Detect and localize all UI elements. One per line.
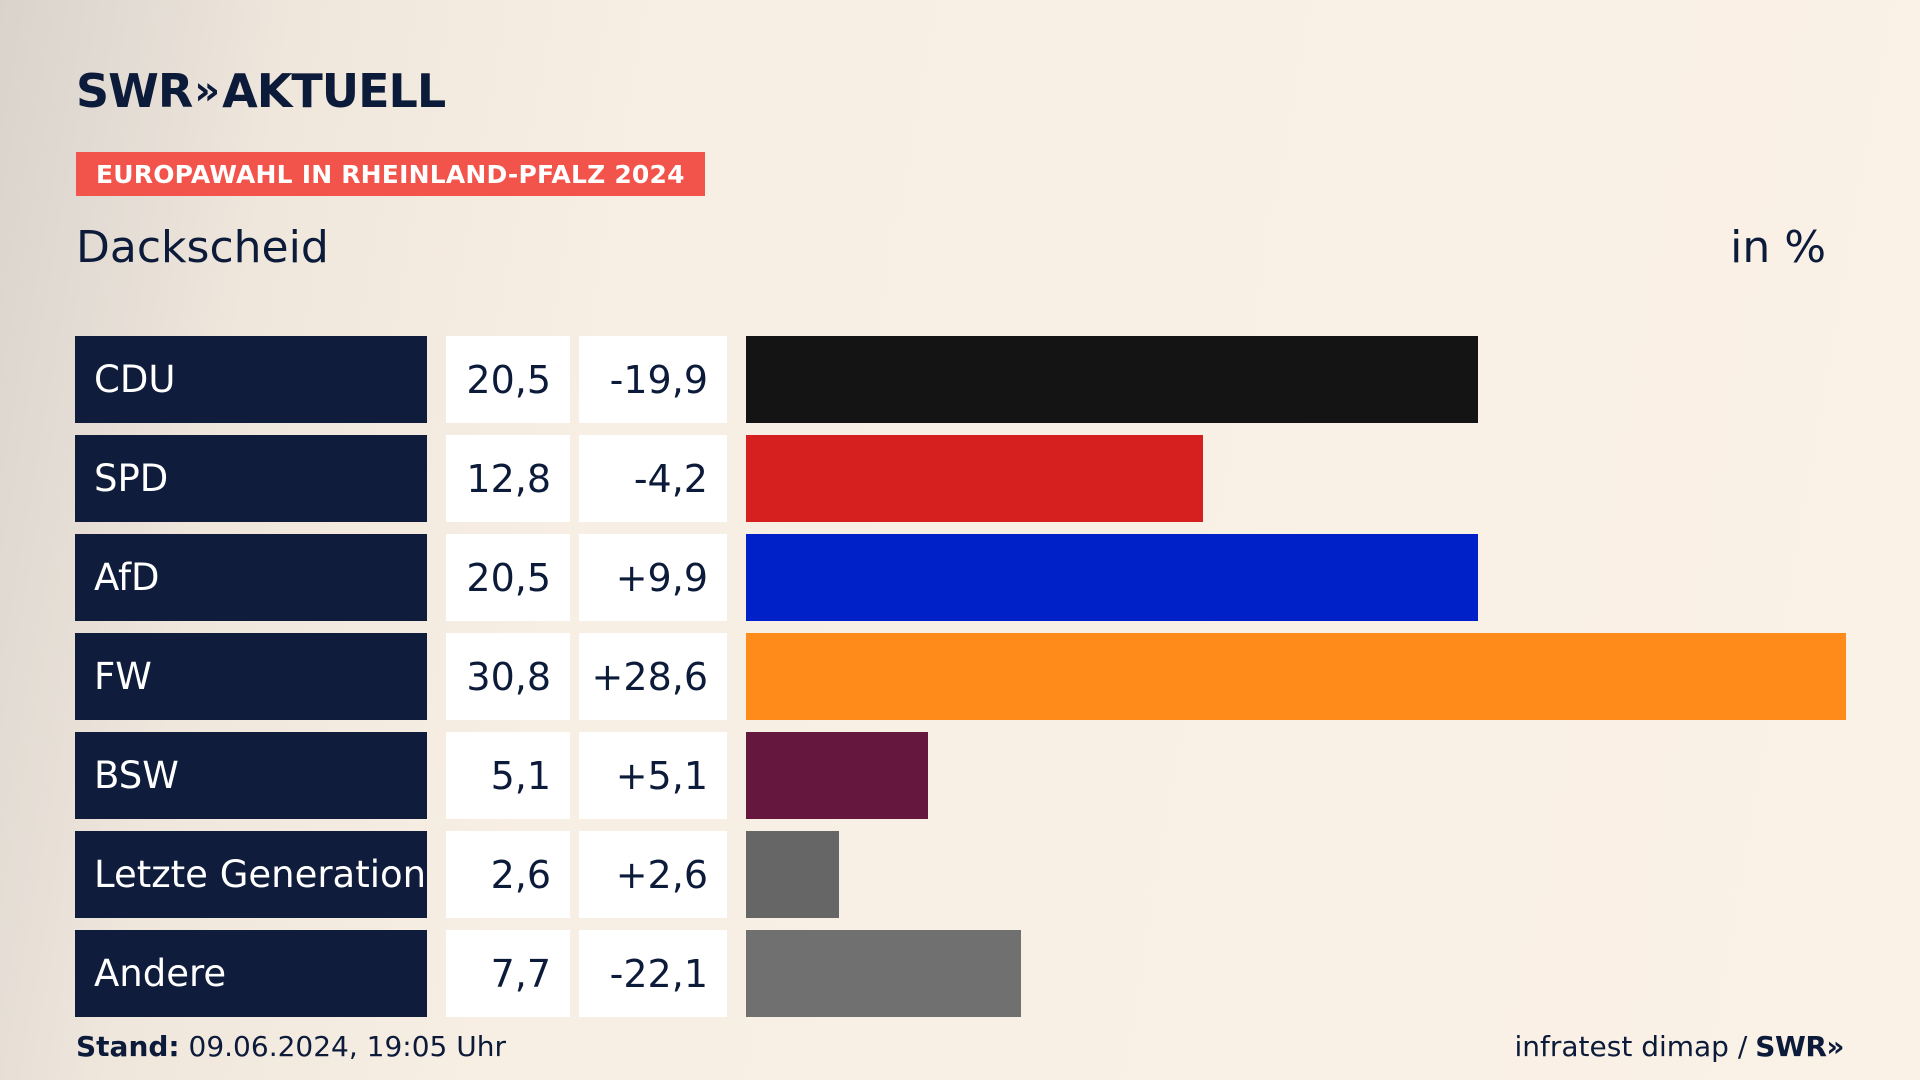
vote-share-bar <box>746 732 929 819</box>
vote-share-value: 7,7 <box>446 930 570 1017</box>
vote-share-bar <box>746 633 1846 720</box>
vote-share-change: +5,1 <box>579 732 727 819</box>
party-label: SPD <box>75 435 427 522</box>
source-credit: infratest dimap / SWR» <box>1514 1030 1844 1063</box>
vote-share-change: -4,2 <box>579 435 727 522</box>
party-label: FW <box>75 633 427 720</box>
result-row: SPD 12,8 -4,2 <box>75 435 1855 522</box>
vote-share-change: -19,9 <box>579 336 727 423</box>
vote-share-value: 30,8 <box>446 633 570 720</box>
vote-share-change: +9,9 <box>579 534 727 621</box>
logo-chevron-icon: » <box>194 68 220 114</box>
location-title: Dackscheid <box>76 222 329 273</box>
election-title-badge: EUROPAWAHL IN RHEINLAND-PFALZ 2024 <box>76 152 705 196</box>
swr-small-logo: SWR» <box>1755 1030 1844 1063</box>
vote-share-change: -22,1 <box>579 930 727 1017</box>
vote-share-value: 2,6 <box>446 831 570 918</box>
vote-share-value: 20,5 <box>446 534 570 621</box>
party-label: BSW <box>75 732 427 819</box>
result-row: FW 30,8 +28,6 <box>75 633 1855 720</box>
vote-share-bar <box>746 831 839 918</box>
logo-aktuell-text: AKTUELL <box>222 64 446 118</box>
result-row: Letzte Generation 2,6 +2,6 <box>75 831 1855 918</box>
unit-label: in % <box>1730 222 1826 273</box>
vote-share-bar <box>746 930 1021 1017</box>
vote-share-bar <box>746 336 1479 423</box>
swr-aktuell-logo: SWR » AKTUELL <box>76 64 446 118</box>
party-label: CDU <box>75 336 427 423</box>
stand-label: Stand: <box>76 1030 180 1063</box>
vote-share-bar <box>746 534 1479 621</box>
vote-share-change: +2,6 <box>579 831 727 918</box>
timestamp: Stand: 09.06.2024, 19:05 Uhr <box>76 1030 506 1063</box>
vote-share-value: 5,1 <box>446 732 570 819</box>
result-row: CDU 20,5 -19,9 <box>75 336 1855 423</box>
vote-share-value: 20,5 <box>446 336 570 423</box>
vote-share-change: +28,6 <box>579 633 727 720</box>
result-row: BSW 5,1 +5,1 <box>75 732 1855 819</box>
result-row: AfD 20,5 +9,9 <box>75 534 1855 621</box>
result-row: Andere 7,7 -22,1 <box>75 930 1855 1017</box>
stand-value: 09.06.2024, 19:05 Uhr <box>188 1030 506 1063</box>
party-label: Letzte Generation <box>75 831 427 918</box>
vote-share-value: 12,8 <box>446 435 570 522</box>
source-text: infratest dimap / <box>1514 1030 1748 1063</box>
party-label: AfD <box>75 534 427 621</box>
vote-share-bar <box>746 435 1204 522</box>
logo-swr-text: SWR <box>76 64 193 118</box>
party-label: Andere <box>75 930 427 1017</box>
